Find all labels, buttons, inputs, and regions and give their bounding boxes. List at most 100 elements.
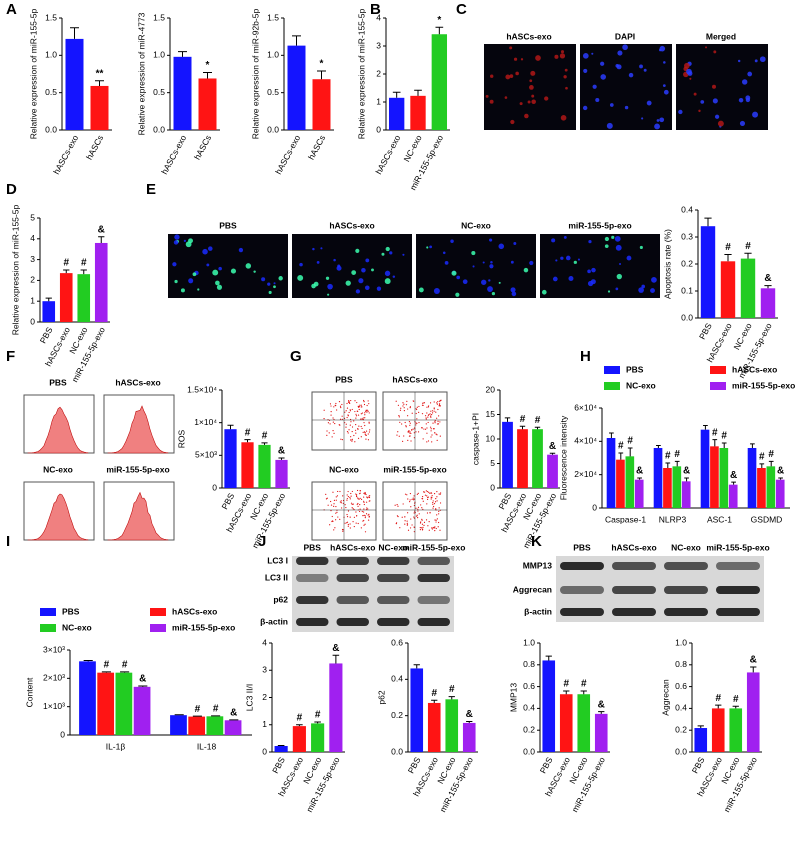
event [426, 498, 429, 500]
event [440, 492, 442, 494]
event [365, 409, 367, 411]
event [365, 493, 367, 496]
cell [654, 123, 660, 130]
event [359, 490, 362, 492]
bar [410, 668, 424, 752]
cell [273, 282, 276, 285]
panel-letter: K [531, 533, 542, 550]
event [399, 409, 402, 411]
event [345, 410, 347, 412]
event [367, 514, 369, 516]
annotation: # [535, 415, 541, 426]
cell [442, 251, 446, 255]
histogram [107, 405, 169, 454]
bar [532, 429, 543, 488]
error-bar [665, 462, 671, 468]
error-bar [519, 425, 526, 430]
bar [634, 479, 644, 508]
event [436, 518, 438, 520]
event [426, 406, 428, 408]
y-tick-label: 0.0 [267, 124, 279, 134]
y-tick-label: 0.0 [523, 746, 535, 756]
event [434, 526, 436, 528]
event [364, 431, 366, 434]
x-tick-label: GSDMD [751, 514, 783, 524]
cell [638, 287, 644, 293]
event [333, 499, 336, 501]
event [435, 497, 437, 500]
band [296, 557, 329, 565]
event [431, 495, 433, 497]
event [422, 528, 424, 530]
bar [133, 686, 151, 735]
event [429, 512, 431, 514]
event [347, 510, 350, 512]
event [425, 519, 428, 521]
event [339, 501, 341, 503]
event [353, 434, 355, 437]
event [333, 505, 335, 507]
event [348, 411, 350, 414]
event [426, 503, 428, 505]
row-label: MMP13 [523, 560, 553, 570]
bar [594, 713, 608, 752]
cell [544, 96, 549, 101]
error-bar [656, 445, 661, 448]
event [363, 501, 365, 503]
cell [611, 235, 615, 239]
cell [564, 68, 568, 72]
annotation: & [750, 655, 757, 666]
event [368, 431, 371, 433]
error-bar [545, 655, 552, 661]
bar [198, 78, 217, 130]
cell [615, 287, 619, 291]
cell [312, 247, 315, 251]
event [359, 404, 361, 406]
event [369, 495, 371, 497]
bar [517, 429, 528, 488]
bar [746, 672, 760, 752]
event [360, 425, 362, 428]
error-bar [598, 711, 605, 714]
band [336, 596, 369, 604]
cell [218, 266, 222, 271]
error-bar [750, 666, 757, 673]
annotation: # [759, 451, 765, 462]
y-tick-label: 3 [376, 40, 381, 50]
annotation: # [721, 431, 727, 442]
annotation: # [315, 710, 321, 721]
cell [639, 64, 643, 69]
event [409, 527, 412, 529]
bar [258, 444, 271, 488]
event [362, 431, 364, 433]
event [429, 492, 431, 494]
event [365, 434, 367, 437]
event [346, 497, 348, 500]
band [612, 586, 656, 594]
bar [719, 448, 729, 508]
event [358, 405, 360, 408]
y-tick-label: 0.3 [681, 231, 693, 241]
image-title: PBS [49, 377, 67, 387]
event [399, 421, 401, 423]
panel-letter: A [6, 1, 17, 18]
cell [646, 100, 652, 106]
error-bar [764, 285, 772, 289]
error-bar [138, 685, 148, 687]
error-bar [697, 725, 704, 729]
event [363, 524, 365, 526]
event [437, 400, 439, 403]
event [439, 400, 441, 402]
event [432, 503, 434, 505]
x-tick-label: NC-exo [401, 133, 423, 163]
event [364, 493, 366, 495]
event [422, 508, 424, 510]
event [330, 405, 332, 407]
band [296, 574, 329, 582]
y-tick-label: 0.4 [675, 703, 687, 713]
bar [445, 699, 459, 752]
event [361, 412, 364, 414]
event [403, 435, 405, 437]
event [355, 511, 357, 513]
y-tick-label: 1×10⁴ [194, 417, 217, 427]
